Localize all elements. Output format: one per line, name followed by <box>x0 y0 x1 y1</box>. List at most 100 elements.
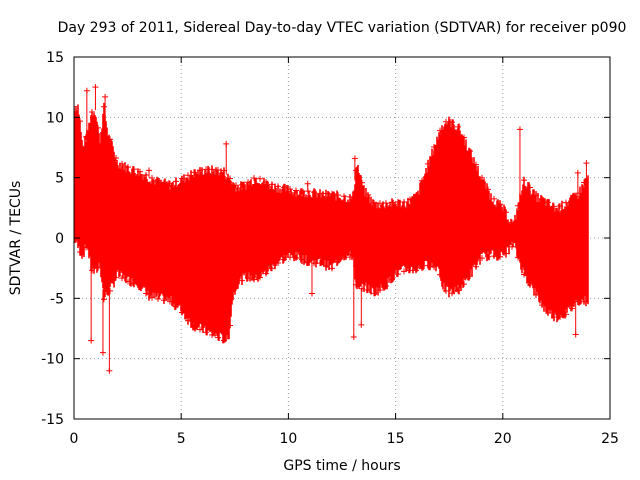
data-point-marker <box>179 175 185 182</box>
data-point-marker <box>263 270 269 277</box>
data-point-marker <box>293 187 299 194</box>
data-point-marker <box>413 267 419 274</box>
data-point-marker <box>461 134 467 141</box>
data-point-marker <box>533 292 539 299</box>
data-point-marker <box>581 179 587 186</box>
data-point-marker <box>431 144 437 151</box>
data-point-marker <box>107 287 113 294</box>
data-point-marker <box>449 119 455 126</box>
data-point-marker <box>137 168 143 175</box>
data-point-marker <box>431 263 437 270</box>
data-point-marker <box>287 186 293 193</box>
data-point-marker <box>293 254 299 261</box>
data-point-marker <box>299 188 305 195</box>
data-point-marker <box>419 177 425 184</box>
y-tick-label: 0 <box>55 231 64 247</box>
data-point-marker <box>545 199 551 206</box>
x-tick-label: 20 <box>494 431 512 447</box>
outlier-point <box>83 87 90 94</box>
data-point-marker <box>125 164 131 171</box>
data-point-marker <box>509 243 515 250</box>
y-tick-label: 15 <box>46 50 64 66</box>
data-point-marker <box>173 178 179 185</box>
data-point-marker <box>413 192 419 199</box>
data-point-marker <box>119 275 125 282</box>
data-point-marker <box>527 281 533 288</box>
data-point-marker <box>521 271 527 278</box>
data-point-marker <box>329 265 335 272</box>
data-point-marker <box>497 201 503 208</box>
data-point-marker <box>407 267 413 274</box>
data-point-marker <box>557 203 563 210</box>
y-tick-label: -5 <box>50 291 64 307</box>
data-point-marker <box>161 297 167 304</box>
data-point-marker <box>131 166 137 173</box>
data-point-marker <box>83 133 89 140</box>
data-point-marker <box>335 258 341 265</box>
data-point-marker <box>299 256 305 263</box>
data-point-marker <box>455 287 461 294</box>
data-point-marker <box>359 179 365 186</box>
data-point-marker <box>233 182 239 189</box>
data-point-marker <box>443 118 449 125</box>
outlier-point <box>304 180 311 187</box>
sdtvar-point-cloud <box>74 102 589 344</box>
data-point-marker <box>245 179 251 186</box>
data-point-marker <box>281 256 287 263</box>
data-point-marker <box>515 254 521 261</box>
data-point-marker <box>191 169 197 176</box>
data-point-marker <box>323 190 329 197</box>
data-point-marker <box>401 268 407 275</box>
data-point-marker <box>317 260 323 267</box>
outlier-point <box>574 169 581 176</box>
data-point-marker <box>233 285 239 292</box>
data-point-marker <box>497 253 503 260</box>
data-point-marker <box>305 259 311 266</box>
chart-title: Day 293 of 2011, Sidereal Day-to-day VTE… <box>58 20 627 36</box>
data-point-marker <box>131 280 137 287</box>
data-point-marker <box>251 276 257 283</box>
data-point-marker <box>359 285 365 292</box>
data-point-marker <box>275 259 281 266</box>
data-point-marker <box>209 331 215 338</box>
data-point-marker <box>539 302 545 309</box>
data-point-marker <box>389 199 395 206</box>
data-point-marker <box>353 167 359 174</box>
data-point-marker <box>569 195 575 202</box>
data-point-marker <box>467 273 473 280</box>
data-point-marker <box>425 262 431 269</box>
data-point-marker <box>317 190 323 197</box>
x-tick-label: 0 <box>70 431 79 447</box>
data-point-marker <box>383 283 389 290</box>
data-point-marker <box>125 278 131 285</box>
data-point-marker <box>101 103 107 110</box>
data-point-marker <box>143 171 149 178</box>
data-point-marker <box>281 184 287 191</box>
data-point-marker <box>341 254 347 261</box>
data-point-marker <box>74 103 77 110</box>
data-point-marker <box>347 254 353 261</box>
data-point-marker <box>557 314 563 321</box>
data-point-marker <box>365 191 371 198</box>
data-point-marker <box>77 118 83 125</box>
data-point-marker <box>563 311 569 318</box>
data-point-marker <box>161 179 167 186</box>
data-point-marker <box>461 281 467 288</box>
data-point-marker <box>269 265 275 272</box>
outlier-point <box>92 84 99 91</box>
data-point-marker <box>575 298 581 305</box>
outlier-point <box>223 140 230 147</box>
data-point-marker <box>149 294 155 301</box>
data-point-marker <box>167 180 173 187</box>
data-point-marker <box>113 155 119 162</box>
axis-ticks: 0 5 10 15 20 25 -15 -10 -5 0 5 10 15 <box>41 50 619 447</box>
data-point-marker <box>203 329 209 336</box>
data-point-marker <box>215 166 221 173</box>
data-point-marker <box>323 263 329 270</box>
data-point-marker <box>119 160 125 167</box>
x-tick-label: 10 <box>279 431 297 447</box>
outlier-point <box>516 126 523 133</box>
data-point-marker <box>257 274 263 281</box>
x-tick-label: 5 <box>177 431 186 447</box>
